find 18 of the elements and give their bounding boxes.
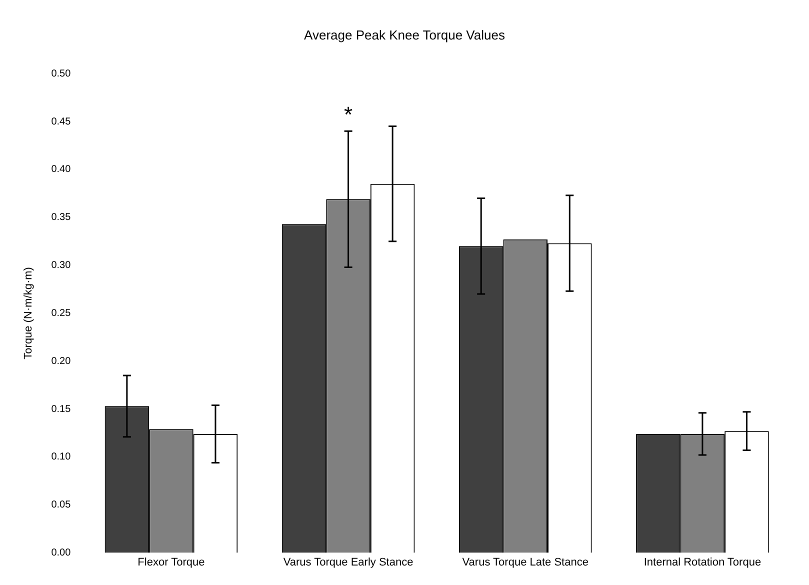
y-tick-label: 0.20: [51, 356, 72, 367]
x-tick-label: Varus Torque Late Stance: [462, 556, 588, 568]
annotation: *: [344, 102, 354, 128]
y-tick-label: 0.10: [51, 452, 72, 463]
y-tick-label: 0.35: [51, 212, 72, 224]
y-tick-label: 0.30: [51, 260, 72, 272]
y-tick-label: 0.25: [51, 308, 72, 319]
x-tick-label: Flexor Torque: [138, 556, 205, 568]
chart-title: Average Peak Knee Torque Values: [304, 27, 506, 42]
y-tick-label: 0.40: [51, 164, 72, 176]
y-tick-label: 0.45: [51, 116, 72, 128]
x-tick-label: Varus Torque Early Stance: [283, 556, 414, 568]
x-tick-label: Internal Rotation Torque: [644, 556, 762, 568]
y-tick-label: 0.00: [51, 548, 72, 559]
y-tick-label: 0.05: [51, 500, 72, 511]
y-tick-label: 0.15: [51, 404, 72, 415]
y-axis-title: Torque (N·m/kg·m): [22, 267, 35, 360]
y-tick-label: 0.50: [51, 68, 72, 80]
